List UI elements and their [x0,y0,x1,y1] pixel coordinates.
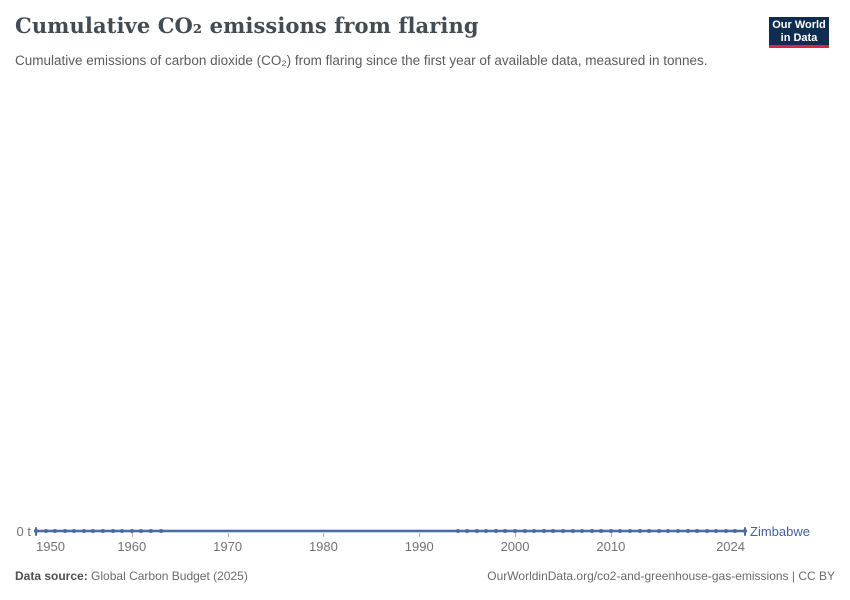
data-point[interactable] [647,529,652,533]
data-point[interactable] [158,529,163,533]
x-axis-tick-label: 2010 [596,539,626,554]
data-point[interactable] [503,529,508,533]
data-point[interactable] [580,529,585,533]
x-axis-tick [323,533,324,537]
data-source: Data source: Global Carbon Budget (2025) [15,569,248,583]
x-axis-tick-label: 1960 [117,539,147,554]
data-point[interactable] [541,529,546,533]
y-axis-tick-label: 0 t [16,524,31,539]
data-point[interactable] [522,529,527,533]
data-point[interactable] [695,529,700,533]
data-point[interactable] [608,529,613,533]
data-source-value: Global Carbon Budget (2025) [91,569,248,583]
data-point[interactable] [484,529,489,533]
data-source-label: Data source: [15,569,88,583]
x-axis-tick [611,533,612,537]
series-line-zimbabwe[interactable] [36,530,745,532]
data-point[interactable] [618,529,623,533]
data-point[interactable] [110,529,115,533]
data-point[interactable] [455,529,460,533]
data-point[interactable] [91,529,96,533]
owid-logo[interactable]: Our World in Data [769,17,829,48]
data-point[interactable] [551,529,556,533]
x-axis-tick [132,533,133,537]
data-point[interactable] [733,529,738,533]
data-point[interactable] [34,529,38,533]
attribution-link[interactable]: OurWorldinData.org/co2-and-greenhouse-ga… [487,569,835,583]
data-point[interactable] [675,529,680,533]
x-axis-tick [228,533,229,537]
chart-subtitle: Cumulative emissions of carbon dioxide (… [15,53,708,68]
page-title: Cumulative CO₂ emissions from flaring [15,13,479,38]
data-point[interactable] [628,529,633,533]
data-point[interactable] [493,529,498,533]
data-point[interactable] [570,529,575,533]
x-axis-tick [419,533,420,537]
series-label-zimbabwe[interactable]: Zimbabwe [750,524,810,539]
x-axis-tick-label: 2024 [716,539,745,554]
data-point[interactable] [589,529,594,533]
owid-logo-line2: in Data [780,32,818,44]
data-point[interactable] [666,529,671,533]
x-axis-tick [515,533,516,537]
data-point[interactable] [72,529,77,533]
data-point[interactable] [62,529,67,533]
data-point[interactable] [465,529,470,533]
data-point[interactable] [101,529,106,533]
data-point[interactable] [139,529,144,533]
data-point[interactable] [560,529,565,533]
x-axis-tick-label: 1970 [213,539,243,554]
data-point[interactable] [599,529,604,533]
data-point[interactable] [637,529,642,533]
data-point[interactable] [43,529,48,533]
data-point[interactable] [148,529,153,533]
x-axis-tick-label: 2000 [500,539,530,554]
data-point[interactable] [129,529,134,533]
data-point[interactable] [532,529,537,533]
x-axis-tick-label: 1980 [308,539,338,554]
data-point[interactable] [656,529,661,533]
data-point[interactable] [704,529,709,533]
owid-logo-line1: Our World [772,19,826,31]
data-point[interactable] [685,529,690,533]
data-point[interactable] [474,529,479,533]
x-axis-tick-label: 1950 [36,539,65,554]
x-axis-tick-label: 1990 [404,539,434,554]
data-point[interactable] [513,529,518,533]
data-point[interactable] [723,529,728,533]
data-point[interactable] [81,529,86,533]
data-point[interactable] [714,529,719,533]
data-point[interactable] [53,529,58,533]
data-point[interactable] [120,529,125,533]
data-point[interactable] [743,529,747,533]
